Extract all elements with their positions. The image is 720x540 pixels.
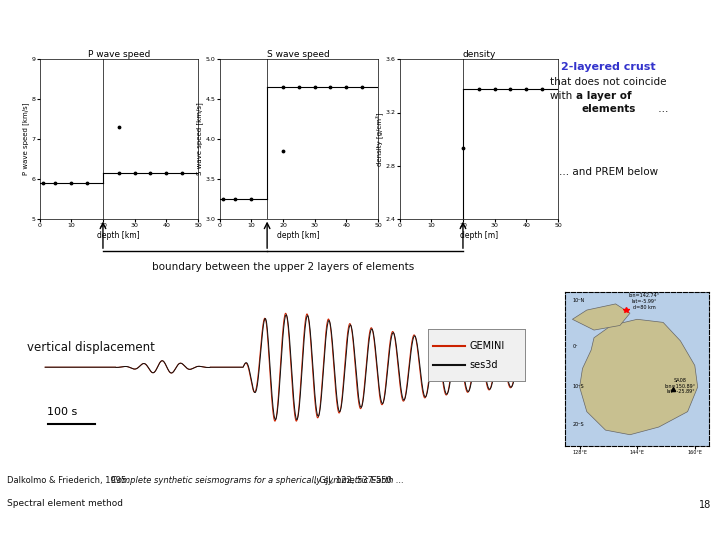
Title: S wave speed: S wave speed [267, 50, 330, 59]
Y-axis label: density [g/cm³]: density [g/cm³] [375, 112, 382, 166]
Text: 100 s: 100 s [47, 407, 77, 417]
Text: that does not coincide: that does not coincide [550, 77, 667, 87]
Text: Dalkolmo & Friederich, 1995.: Dalkolmo & Friederich, 1995. [7, 476, 132, 485]
X-axis label: depth [m]: depth [m] [460, 231, 498, 240]
Text: Complete synthetic seismograms for a spherically symmetric Earth ...: Complete synthetic seismograms for a sph… [111, 476, 403, 485]
Text: a layer of: a layer of [576, 91, 631, 101]
Text: 10ᴺS: 10ᴺS [572, 384, 584, 389]
Text: 10ᴺN: 10ᴺN [572, 298, 585, 303]
X-axis label: depth [km]: depth [km] [277, 231, 320, 240]
Text: 0ᴺ: 0ᴺ [572, 344, 577, 349]
Polygon shape [572, 304, 630, 330]
Text: with: with [551, 91, 576, 101]
Polygon shape [580, 319, 698, 435]
Text: LONG WAVELENGTH EQUIVALENT MODELS: LONG WAVELENGTH EQUIVALENT MODELS [9, 11, 402, 29]
Text: elements: elements [581, 104, 636, 114]
Text: , GJI, 122, 537-550: , GJI, 122, 537-550 [314, 476, 392, 485]
X-axis label: depth [km]: depth [km] [97, 231, 140, 240]
Title: density: density [462, 50, 495, 59]
Text: 18: 18 [699, 500, 711, 510]
Text: GEMINI: GEMINI [469, 341, 505, 351]
Text: ... and PREM below: ... and PREM below [559, 167, 658, 178]
Y-axis label: S wave speed [km/s]: S wave speed [km/s] [196, 103, 203, 176]
Text: 2-layered crust: 2-layered crust [561, 62, 656, 72]
Text: ses3d: ses3d [469, 360, 498, 370]
Text: 20ᴺS: 20ᴺS [572, 422, 584, 428]
Text: lon=142.74°
lat=-5.99°
d=80 km: lon=142.74° lat=-5.99° d=80 km [629, 293, 660, 310]
Text: ...: ... [655, 104, 669, 114]
Y-axis label: P wave speed [km/s]: P wave speed [km/s] [22, 103, 29, 176]
Title: P wave speed: P wave speed [88, 50, 150, 59]
Text: vertical displacement: vertical displacement [27, 341, 155, 354]
Text: boundary between the upper 2 layers of elements: boundary between the upper 2 layers of e… [152, 262, 414, 272]
Text: Spectral element method: Spectral element method [7, 500, 123, 509]
Text: SA08
lon=150.89°
lat=-25.89°: SA08 lon=150.89° lat=-25.89° [665, 378, 696, 394]
